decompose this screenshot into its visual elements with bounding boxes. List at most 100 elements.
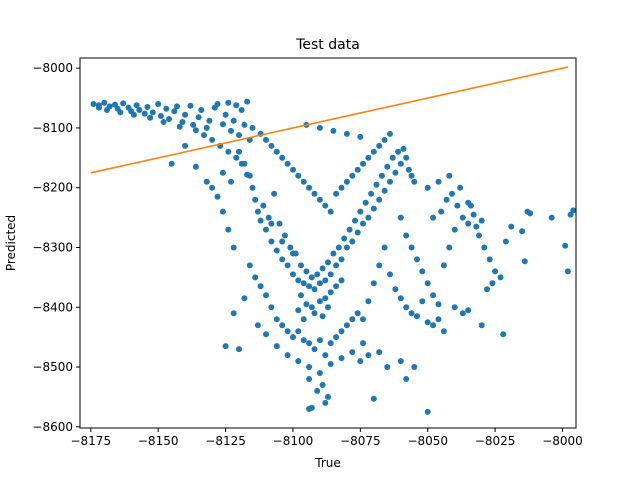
scatter-point — [214, 193, 221, 200]
scatter-point — [354, 229, 361, 236]
scatter-point — [311, 310, 318, 317]
scatter-point — [403, 376, 410, 382]
scatter-point — [381, 187, 388, 194]
scatter-point — [446, 244, 453, 251]
scatter-point — [300, 280, 307, 287]
scatter-point — [133, 102, 140, 109]
scatter-point — [360, 340, 366, 347]
scatter-point — [378, 172, 385, 179]
scatter-point — [276, 220, 283, 227]
scatter-point — [446, 172, 453, 179]
scatter-point — [192, 163, 199, 170]
scatter-point — [424, 184, 431, 191]
scatter-point — [230, 117, 237, 124]
scatter-point — [481, 244, 488, 251]
x-tick-label: −8175 — [70, 434, 111, 448]
scatter-point — [327, 340, 334, 347]
scatter-point — [397, 160, 404, 167]
scatter-point — [338, 184, 345, 191]
scatter-point — [322, 202, 329, 209]
scatter-point — [230, 244, 237, 251]
scatter-point — [435, 316, 442, 323]
scatter-point — [263, 292, 269, 299]
scatter-point — [311, 190, 318, 197]
scatter-point — [120, 100, 127, 107]
scatter-point — [403, 154, 410, 161]
scatter-point — [465, 199, 472, 206]
scatter-point — [370, 280, 377, 287]
scatter-point — [365, 214, 372, 221]
y-axis-label: Predicted — [4, 215, 18, 271]
scatter-point — [284, 262, 291, 269]
y-tick-label: −8500 — [32, 360, 73, 374]
scatter-point — [182, 142, 189, 149]
y-tick-label: −8400 — [32, 300, 73, 314]
scatter-point — [419, 268, 426, 275]
scatter-point — [333, 283, 340, 290]
scatter-point — [360, 160, 366, 167]
x-tick-label: −8125 — [205, 434, 246, 448]
scatter-point — [316, 280, 323, 287]
scatter-point — [316, 337, 323, 344]
scatter-point — [387, 130, 393, 137]
scatter-point — [370, 205, 377, 212]
scatter-point — [149, 109, 156, 116]
scatter-point — [316, 370, 323, 376]
scatter-point — [279, 154, 286, 161]
scatter-point — [440, 262, 447, 269]
scatter-point — [308, 404, 315, 411]
x-tick-label: −8050 — [407, 434, 448, 448]
scatter-point — [316, 298, 323, 305]
scatter-point — [228, 178, 234, 185]
scatter-point — [392, 286, 399, 293]
scatter-point — [279, 322, 286, 329]
scatter-point — [268, 238, 275, 245]
scatter-point — [502, 238, 509, 245]
scatter-point — [319, 382, 326, 388]
scatter-point — [408, 172, 415, 179]
scatter-point — [338, 328, 345, 335]
scatter-point — [117, 109, 124, 116]
scatter-point — [327, 208, 334, 215]
scatter-point — [298, 292, 304, 299]
scatter-point — [230, 310, 237, 317]
scatter-point — [373, 181, 380, 188]
scatter-point — [435, 301, 442, 308]
scatter-point — [564, 268, 571, 275]
scatter-point — [268, 142, 275, 149]
scatter-point — [281, 232, 288, 239]
scatter-point — [322, 399, 329, 406]
scatter-point — [316, 124, 323, 131]
scatter-point — [246, 262, 253, 269]
scatter-point — [252, 274, 259, 281]
scatter-point — [397, 358, 404, 365]
scatter-point — [387, 178, 393, 185]
scatter-point — [478, 217, 485, 224]
scatter-point — [343, 130, 350, 137]
scatter-point — [209, 136, 216, 143]
scatter-point — [465, 307, 472, 314]
scatter-point — [209, 184, 216, 191]
scatter-point — [449, 190, 455, 197]
scatter-point — [335, 244, 342, 251]
fit-line — [90, 66, 569, 174]
scatter-point — [327, 361, 334, 367]
scatter-point — [130, 111, 137, 118]
scatter-point — [214, 101, 221, 107]
scatter-point — [225, 148, 232, 155]
scatter-point — [357, 208, 364, 215]
scatter-point — [362, 199, 369, 206]
scatter-point — [203, 124, 210, 131]
scatter-point — [249, 124, 256, 131]
scatter-point — [236, 132, 242, 139]
scatter-point — [95, 104, 102, 111]
scatter-point — [303, 268, 310, 275]
scatter-point — [260, 202, 267, 209]
scatter-point — [389, 154, 396, 161]
scatter-point — [384, 163, 391, 170]
scatter-point — [365, 352, 372, 359]
scatter-point — [408, 244, 415, 251]
scatter-point — [233, 102, 240, 109]
scatter-point — [381, 244, 388, 251]
scatter-point — [163, 105, 170, 112]
